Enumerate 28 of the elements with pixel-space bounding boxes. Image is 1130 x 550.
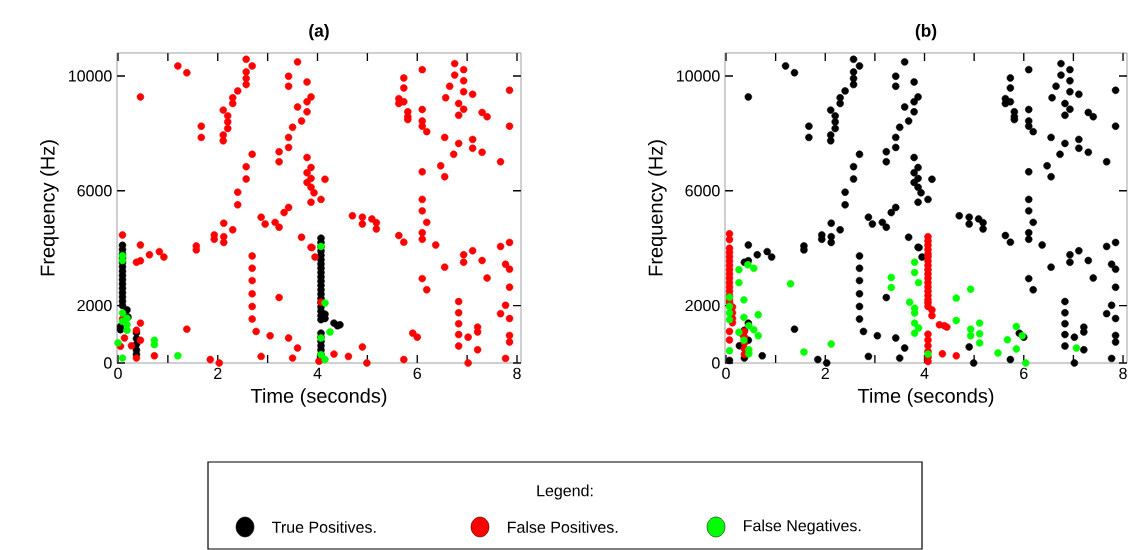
x-tick-label: 2 xyxy=(214,367,222,379)
x-tick-label: 0 xyxy=(722,367,730,380)
y-tick-label: 2000 xyxy=(685,299,720,312)
y-tick-label: 0 xyxy=(712,357,720,369)
chart-title: (b) xyxy=(915,24,937,41)
chart-title: (a) xyxy=(309,24,329,41)
x-tick-label: 6 xyxy=(413,367,422,380)
x-tick-label: 4 xyxy=(920,367,929,379)
x-tick-label: 2 xyxy=(821,367,829,379)
y-tick-label: 6000 xyxy=(77,185,112,197)
legend-title: Legend: xyxy=(537,484,593,500)
x-tick-label: 8 xyxy=(513,367,521,380)
x-axis-title: Time (seconds) xyxy=(857,388,994,407)
x-axis-title: Time (seconds) xyxy=(250,388,387,407)
y-tick-label: 0 xyxy=(104,357,112,369)
y-tick-label: 10000 xyxy=(69,70,112,82)
x-tick-label: 8 xyxy=(1119,367,1127,380)
y-tick-label: 2000 xyxy=(77,299,112,312)
legend-label: True Positives. xyxy=(272,521,376,533)
x-tick-label: 6 xyxy=(1020,367,1028,380)
legend-label: False Negatives. xyxy=(744,519,861,535)
y-axis-title: Frequency (Hz) xyxy=(40,140,59,276)
y-axis-title: Frequency (Hz) xyxy=(648,140,667,276)
y-tick-label: 6000 xyxy=(685,185,720,197)
y-tick-label: 10000 xyxy=(677,70,720,82)
x-tick-label: 0 xyxy=(114,367,122,380)
x-tick-label: 4 xyxy=(313,367,322,379)
legend-label: False Positives. xyxy=(508,521,618,533)
